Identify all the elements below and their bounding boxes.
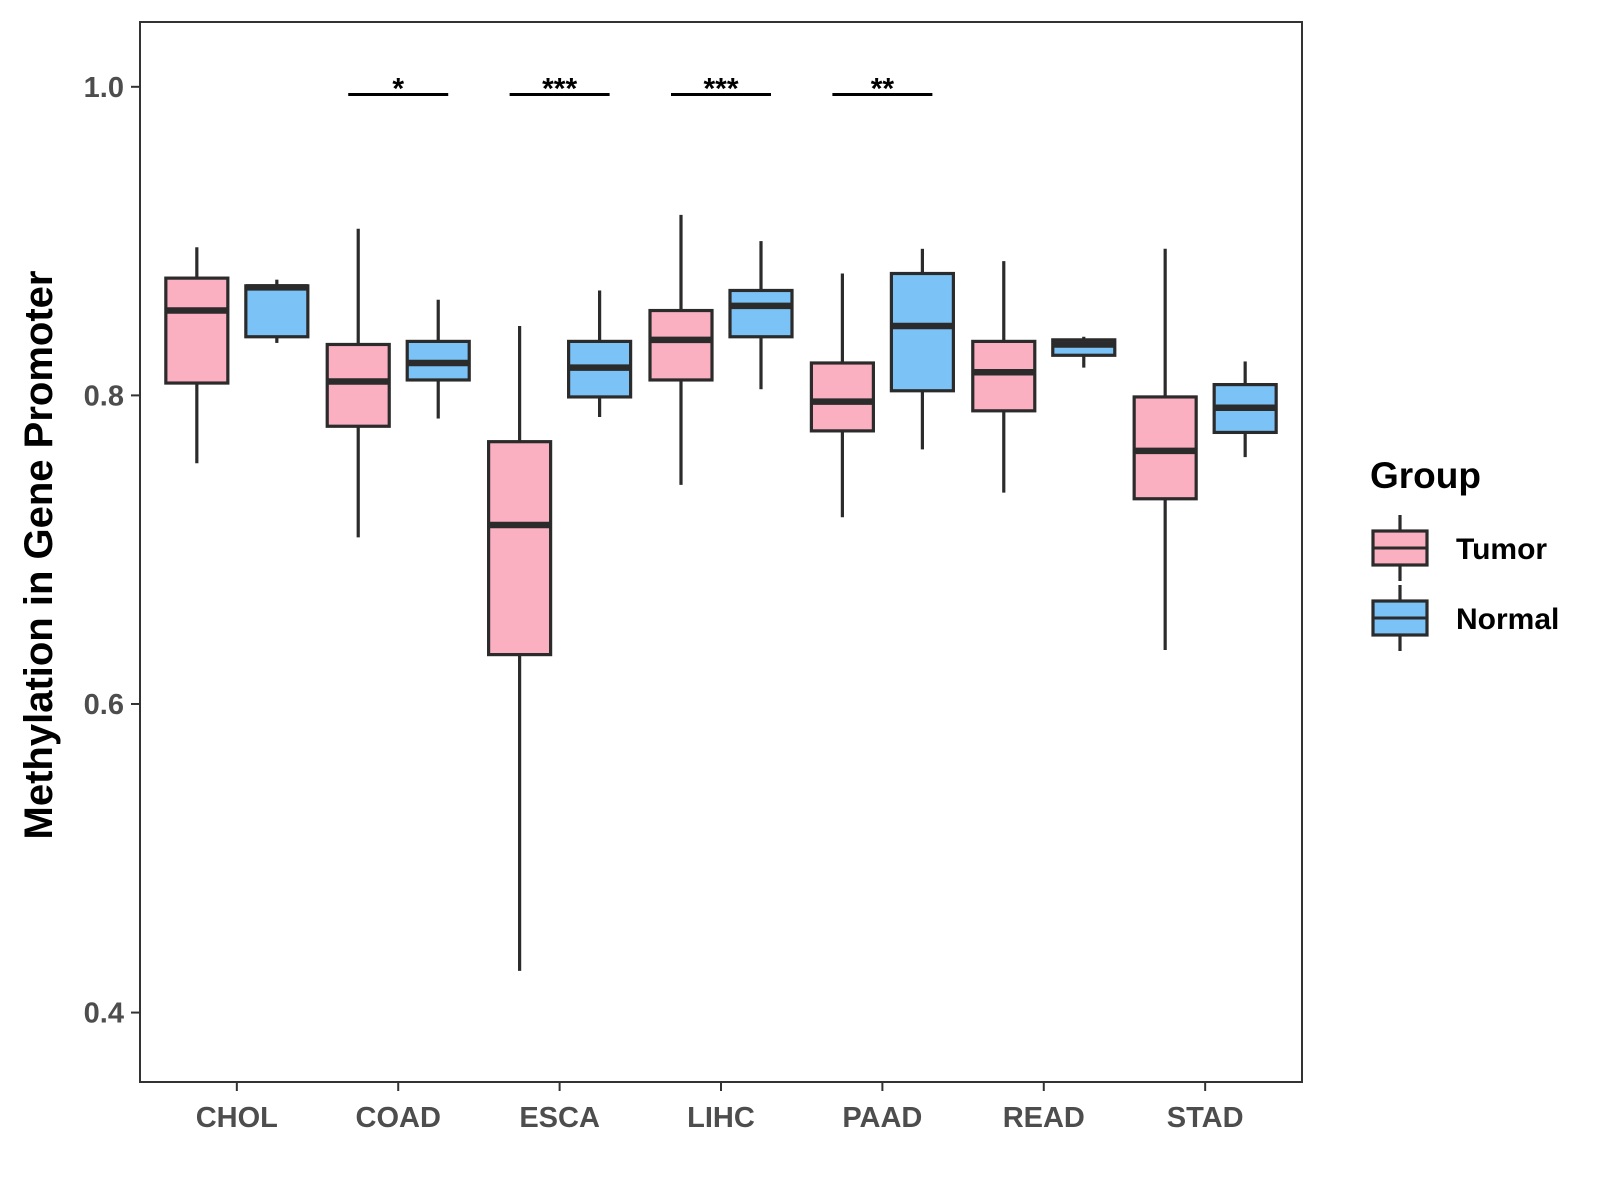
legend-item-tumor: Tumor [1371,515,1547,581]
x-tick-label: READ [1003,1102,1085,1134]
box-iqr [889,271,955,393]
y-axis-title: Methylation in Gene Promoter [17,271,61,840]
box-iqr [325,342,391,428]
box-iqr [809,361,875,433]
x-tick-label: COAD [356,1102,441,1134]
box-stad-tumor [1132,248,1198,650]
sig-bracket-paad: ** [832,73,933,106]
box-read-normal [1051,336,1117,368]
legend-label: Normal [1456,603,1559,636]
box-paad-tumor [809,273,875,518]
significance-annotations: * *** *** ** [348,73,933,106]
box-esca-normal [567,290,633,417]
sig-bracket-coad: * [348,73,449,106]
box-coad-tumor [325,228,391,538]
sig-bracket-lihc: *** [671,73,771,106]
y-axis: 0.4 0.6 0.8 1.0 [84,72,140,1030]
box-paad-normal [889,248,955,450]
y-tick-label: 1.0 [84,72,124,104]
x-tick-label: LIHC [687,1102,755,1134]
legend-title: Group [1370,455,1481,496]
sig-label: *** [542,73,577,106]
legend-items: Tumor Normal [1371,515,1559,651]
x-axis: CHOL COAD ESCA LIHC PAAD READ STAD [196,1082,1244,1134]
box-chol-normal [244,279,310,343]
box-iqr [648,308,714,382]
sig-bracket-esca: *** [509,73,610,106]
x-tick-label: ESCA [519,1102,600,1134]
box-coad-normal [405,299,471,419]
legend: Group Tumor Normal [1370,455,1559,651]
box-chol-tumor [164,247,230,464]
x-tick-label: PAAD [842,1102,922,1134]
box-read-tumor [971,261,1037,493]
box-iqr [244,284,310,339]
legend-item-normal: Normal [1371,585,1559,651]
x-tick-label: CHOL [196,1102,278,1134]
x-tick-label: STAD [1167,1102,1244,1134]
y-tick-label: 0.8 [84,380,124,412]
sig-label: *** [703,73,738,106]
box-lihc-normal [728,241,794,390]
box-iqr [164,276,230,385]
y-tick-label: 0.6 [84,689,124,721]
box-stad-normal [1212,361,1278,458]
box-iqr [487,440,553,657]
box-iqr [728,288,794,339]
sig-label: * [392,73,404,106]
sig-label: ** [871,73,895,106]
boxes-layer [164,214,1278,971]
box-iqr [971,339,1037,413]
box-lihc-tumor [648,214,714,485]
legend-label: Tumor [1456,533,1547,566]
box-esca-tumor [487,325,553,971]
y-tick-label: 0.4 [84,998,124,1030]
